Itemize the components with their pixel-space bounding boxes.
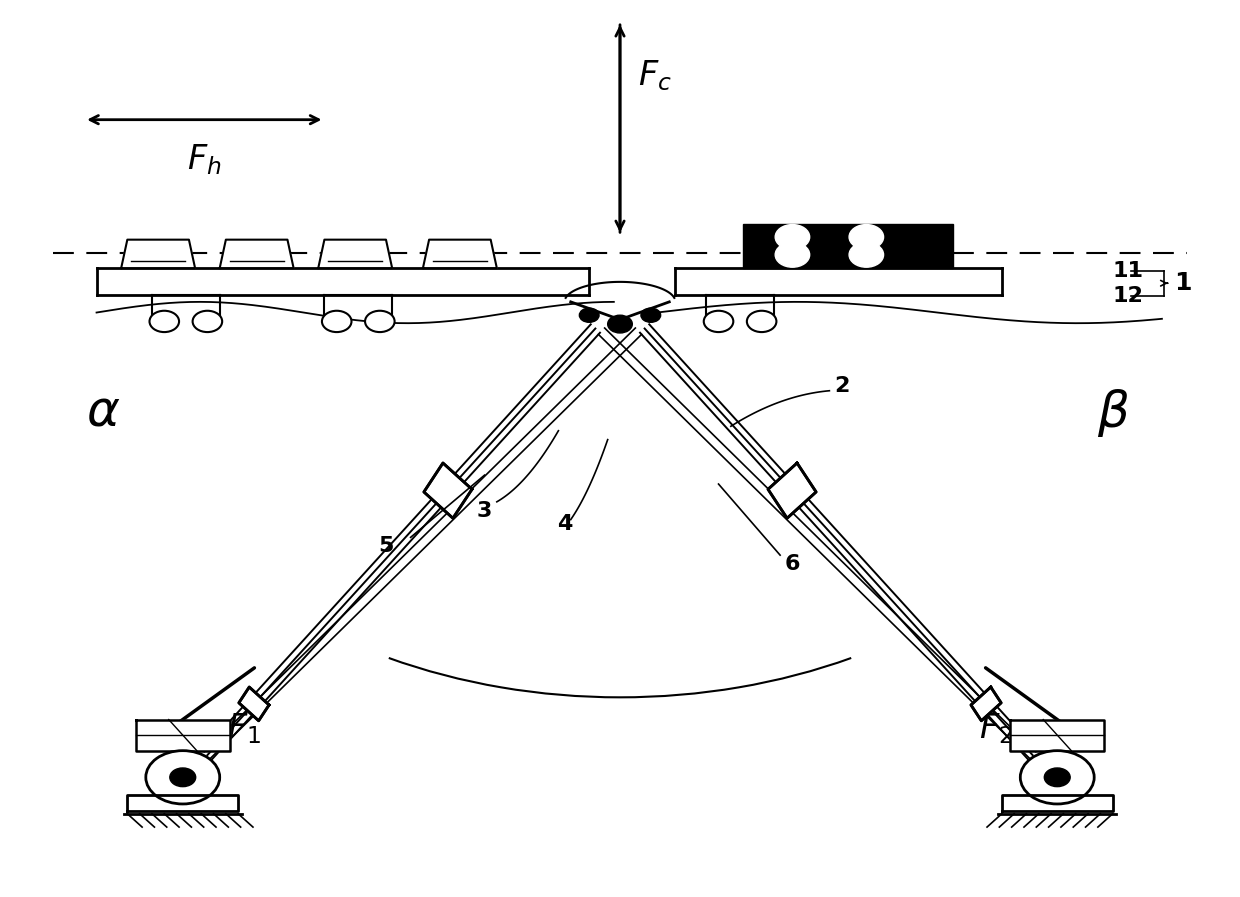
Circle shape <box>641 308 661 322</box>
Text: 12: 12 <box>1112 285 1143 306</box>
Circle shape <box>170 768 196 787</box>
Polygon shape <box>122 239 195 268</box>
Circle shape <box>775 242 810 267</box>
Polygon shape <box>424 463 472 518</box>
Circle shape <box>775 224 810 249</box>
Polygon shape <box>136 719 229 751</box>
Circle shape <box>150 310 179 332</box>
Polygon shape <box>423 239 497 268</box>
Polygon shape <box>219 239 294 268</box>
Text: β: β <box>1096 389 1128 437</box>
Text: $F_2$: $F_2$ <box>978 711 1013 745</box>
Circle shape <box>704 310 733 332</box>
Circle shape <box>849 224 884 249</box>
Text: α: α <box>87 389 119 437</box>
Text: $F_c$: $F_c$ <box>639 58 672 92</box>
Polygon shape <box>319 239 392 268</box>
Circle shape <box>192 310 222 332</box>
Polygon shape <box>1011 719 1104 751</box>
Polygon shape <box>768 463 816 518</box>
Circle shape <box>146 751 219 804</box>
Polygon shape <box>128 795 238 811</box>
Circle shape <box>1044 768 1070 787</box>
Text: 4: 4 <box>557 514 573 534</box>
Circle shape <box>322 310 351 332</box>
Circle shape <box>365 310 394 332</box>
Circle shape <box>608 315 632 333</box>
Text: 2: 2 <box>835 377 849 396</box>
Circle shape <box>746 310 776 332</box>
Polygon shape <box>1002 795 1112 811</box>
Polygon shape <box>743 223 952 268</box>
Circle shape <box>1021 751 1094 804</box>
Text: 1: 1 <box>1174 271 1192 295</box>
Polygon shape <box>239 687 269 721</box>
Text: 6: 6 <box>785 554 800 574</box>
Text: 3: 3 <box>477 501 492 520</box>
Circle shape <box>579 308 599 322</box>
Text: $F_h$: $F_h$ <box>187 142 222 177</box>
Polygon shape <box>971 687 1001 721</box>
Circle shape <box>849 242 884 267</box>
Text: $F_1$: $F_1$ <box>227 711 262 745</box>
Text: 11: 11 <box>1112 261 1143 281</box>
Text: 5: 5 <box>378 536 393 556</box>
